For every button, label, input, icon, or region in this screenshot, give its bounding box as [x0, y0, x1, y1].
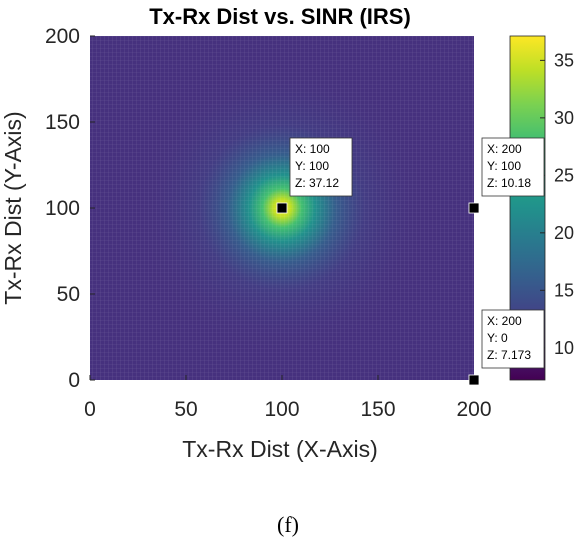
datatip-marker[interactable]: [468, 374, 480, 386]
datatip-z-value: Z: 10.18: [487, 176, 531, 190]
datatip-y-value: Y: 100: [487, 159, 521, 173]
y-tick-label: 200: [45, 25, 80, 48]
x-axis-label: Tx-Rx Dist (X-Axis): [182, 436, 377, 462]
datatip-z-value: Z: 37.12: [295, 176, 339, 190]
x-tick-label: 150: [360, 398, 395, 421]
datatip[interactable]: X: 100 Y: 100 Z: 37.12: [276, 137, 353, 214]
y-axis-label: Tx-Rx Dist (Y-Axis): [0, 111, 26, 304]
datatip-box: [481, 309, 545, 369]
y-tick-label: 50: [57, 283, 80, 306]
figure-caption: (f): [277, 512, 299, 537]
colorbar-tick-label: 30: [554, 108, 574, 128]
datatip-y-value: Y: 0: [487, 331, 508, 345]
x-tick-label: 100: [264, 398, 299, 421]
x-tick-label: 200: [456, 398, 491, 421]
datatip-box: [481, 137, 545, 197]
x-tick-label: 0: [84, 398, 96, 421]
datatip-marker[interactable]: [276, 202, 288, 214]
x-axis-ticks: 0 50 100 150 200: [84, 375, 492, 421]
y-tick-label: 0: [68, 369, 80, 392]
x-tick-label: 50: [174, 398, 197, 421]
y-tick-label: 150: [45, 111, 80, 134]
datatip-x-value: X: 100: [295, 142, 330, 156]
datatip-z-value: Z: 7.173: [487, 348, 531, 362]
datatip-box: [289, 137, 353, 197]
datatip-y-value: Y: 100: [295, 159, 329, 173]
datatip[interactable]: X: 200 Y: 0 Z: 7.173: [468, 309, 545, 386]
datatips: X: 100 Y: 100 Z: 37.12 X: 200 Y: 100 Z: 10.18…: [276, 137, 545, 386]
colorbar-tick-label: 15: [554, 280, 574, 300]
colorbar-tick-label: 35: [554, 50, 574, 70]
chart-title: Tx-Rx Dist vs. SINR (IRS): [149, 4, 411, 29]
colorbar-tick-label: 20: [554, 223, 574, 243]
colorbar-tick-label: 25: [554, 165, 574, 185]
datatip-x-value: X: 200: [487, 314, 522, 328]
y-tick-label: 100: [45, 197, 80, 220]
colorbar-ticks: 10 15 20 25 30 35: [540, 50, 574, 358]
datatip-x-value: X: 200: [487, 142, 522, 156]
colorbar-tick-label: 10: [554, 338, 574, 358]
y-axis-ticks: 0 50 100 150 200: [45, 25, 95, 392]
datatip-marker[interactable]: [468, 202, 480, 214]
datatip[interactable]: X: 200 Y: 100 Z: 10.18: [468, 137, 545, 214]
